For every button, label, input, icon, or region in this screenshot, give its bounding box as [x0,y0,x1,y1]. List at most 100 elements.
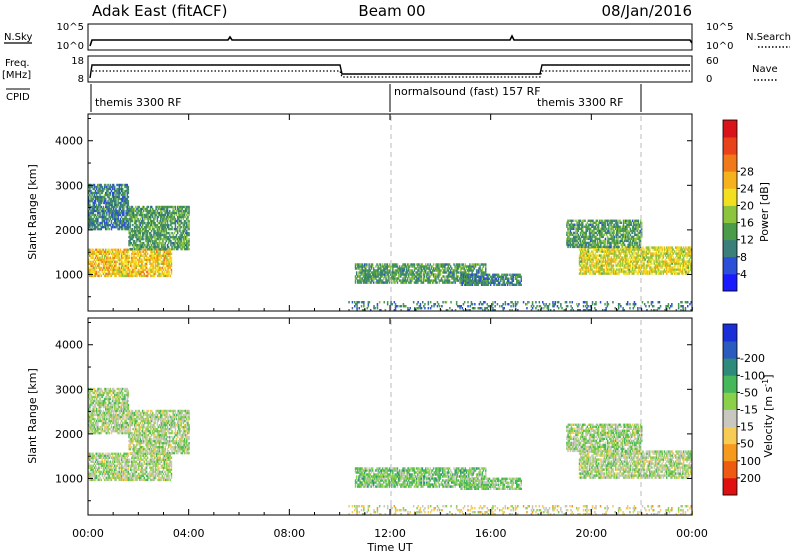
power-data-cell [143,219,145,223]
power-data-cell [471,273,474,276]
power-data-cell [677,248,679,251]
power-data-cell [483,263,486,266]
power-data-cell [623,237,626,241]
power-data-cell [595,264,598,267]
power-data-cell [661,262,663,265]
power-data-cell [386,273,388,276]
power-data-cell [582,241,584,245]
power-data-cell [120,201,123,205]
power-data-cell [616,264,618,267]
power-data-cell [156,223,159,227]
power-data-cell [112,258,115,261]
nsky-strip: N.Sky 10^5 10^0 10^5 10^0 N.Search [4,22,791,52]
power-data-cell [606,221,609,224]
power-data-cell [570,227,573,231]
power-data-cell [688,258,691,261]
power-data-cell [579,223,582,226]
power-data-cell [144,262,147,265]
power-data-cell [122,221,124,225]
power-data-cell [372,267,375,270]
power-data-cell [681,252,684,255]
power-data-cell [161,205,163,209]
power-data-cell [414,267,417,270]
power-data-cell [127,185,130,189]
power-data-cell [122,272,124,276]
power-data-cell [435,265,437,268]
power-data-cell [600,243,602,247]
power-data-cell [151,254,153,257]
power-data-cell [141,213,144,217]
power-data-cell [650,256,652,259]
power-data-cell [109,274,111,278]
power-data-cell [463,277,465,280]
power-data-cell [133,229,136,233]
power-data-cell [110,199,113,203]
power-data-cell [501,273,503,276]
power-data-cell [431,281,434,284]
power-data-cell [149,233,152,237]
power-data-cell [667,264,669,267]
power-data-cell [667,254,669,257]
power-data-cell [89,268,91,272]
power-data-cell [117,270,119,274]
power-data-cell [367,279,369,282]
power-data-cell [451,267,453,270]
power-data-cell [374,273,376,276]
power-data-cell [366,279,368,282]
power-data-cell [682,258,685,261]
power-data-cell [108,272,110,276]
power-data-cell [145,270,148,274]
power-data-cell [155,231,157,235]
power-data-cell [409,281,411,284]
power-data-cell [512,279,515,282]
power-data-cell [166,247,169,251]
power-data-cell [638,266,641,269]
power-data-cell [592,270,594,273]
power-data-cell [369,273,371,276]
power-data-cell [686,252,688,255]
power-data-cell [468,281,470,284]
power-data-cell [663,246,666,249]
power-data-cell [383,269,385,272]
power-data-cell [107,260,109,263]
power-data-cell [385,271,387,274]
power-data-cell [569,243,572,247]
power-data-cell [187,225,189,229]
power-data-cell [105,201,107,205]
power-data-cell [147,237,149,241]
power-data-cell [636,262,638,265]
power-data-cell [119,203,122,207]
power-data-cell [167,252,169,255]
power-data-cell [188,247,190,251]
power-data-cell [114,199,116,203]
power-data-cell [582,223,584,226]
power-data-cell [403,267,405,270]
power-data-cell [95,187,98,191]
power-data-cell [395,273,397,276]
power-data-cell [466,283,468,286]
power-data-cell [612,245,615,249]
power-data-cell [445,279,447,282]
nave-series [92,70,690,78]
power-data-cell [187,227,189,231]
power-data-cell [585,264,587,267]
power-data-cell [381,273,384,276]
power-data-cell [162,252,165,255]
power-data-cell [631,245,634,249]
power-data-cell [118,264,121,267]
power-data-cell [609,262,611,265]
power-data-cell [459,277,461,280]
power-data-cell [116,189,118,193]
power-data-cell [650,270,652,273]
power-data-cell [102,187,105,191]
power-data-cell [585,233,587,237]
power-data-cell [502,279,504,282]
power-data-cell [188,209,190,213]
power-data-cell [448,271,451,274]
power-data-cell [645,248,648,251]
power-data-cell [617,239,619,243]
power-data-cell [568,225,570,228]
power-data-cell [171,215,173,219]
power-data-cell [669,270,671,273]
power-data-cell [627,266,629,269]
